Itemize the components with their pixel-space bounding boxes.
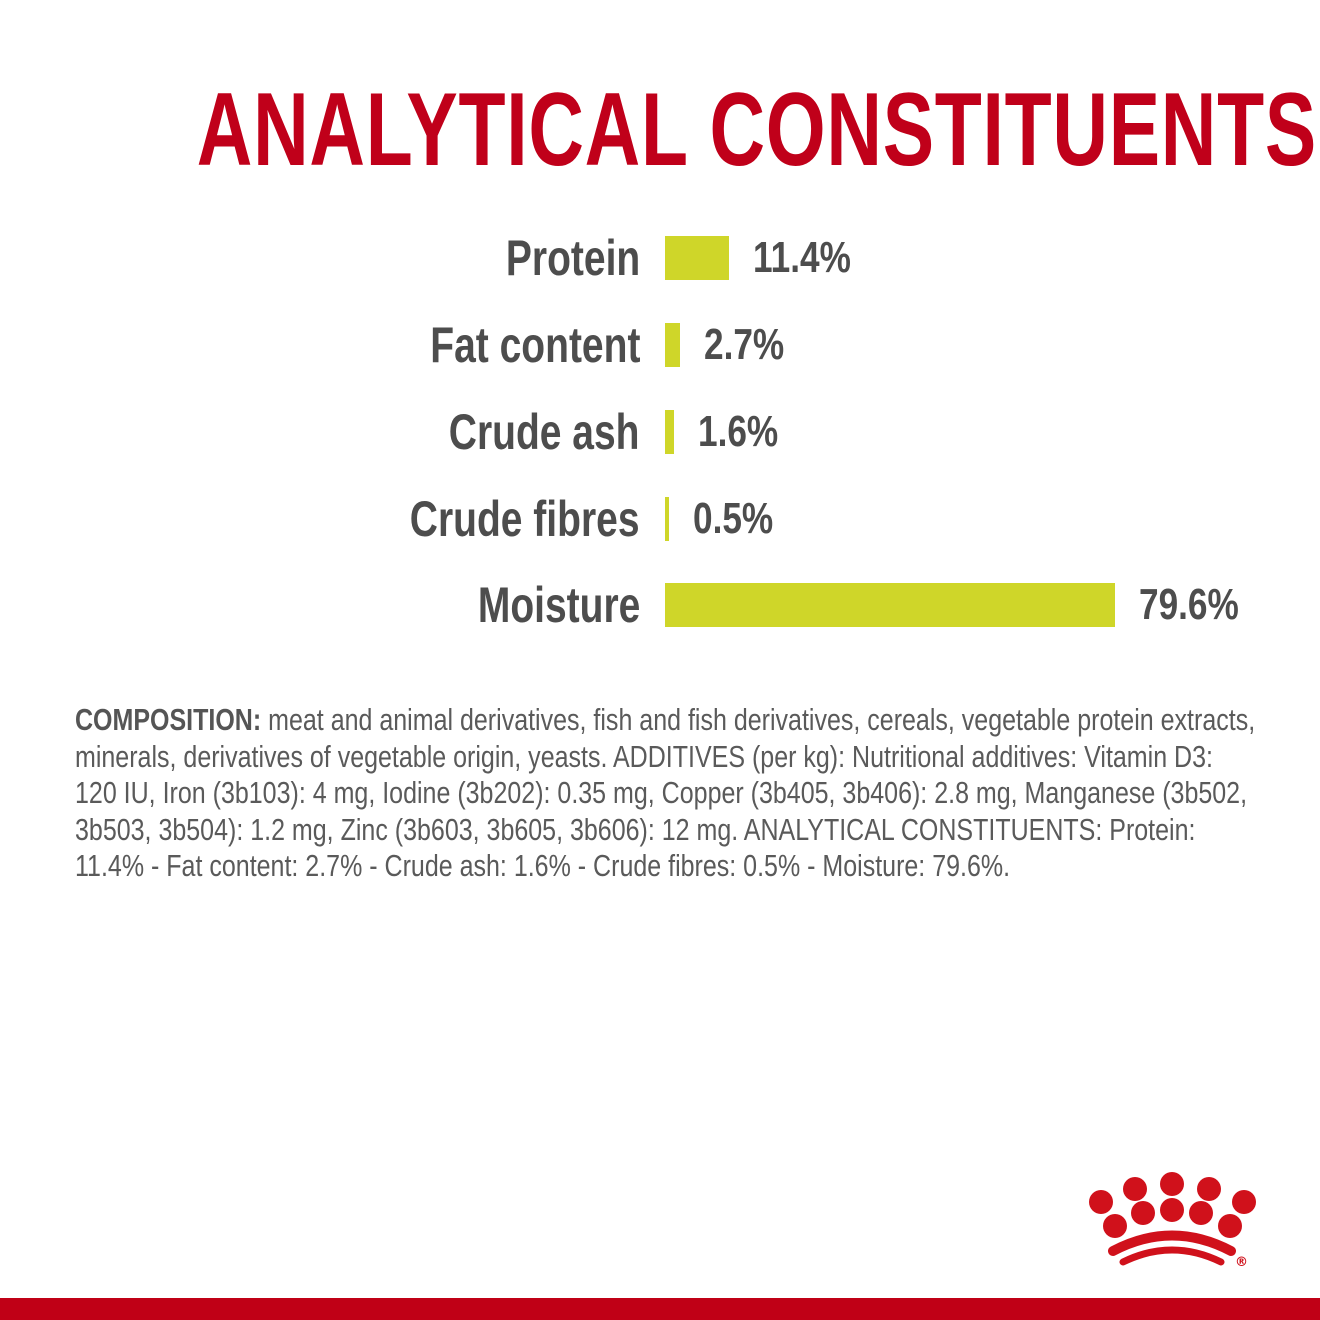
bottom-brand-stripe xyxy=(0,1298,1320,1320)
page-title: ANALYTICAL CONSTITUENTS xyxy=(0,78,1320,182)
value-bar xyxy=(665,323,680,367)
value-label: 11.4% xyxy=(753,233,851,282)
chart-row: Crude ash 1.6% xyxy=(0,404,1320,460)
title-text: ANALYTICAL CONSTITUENTS xyxy=(196,72,1317,188)
value-label: 79.6% xyxy=(1139,580,1239,629)
row-label: Protein xyxy=(505,230,640,286)
composition-text: meat and animal derivatives, fish and fi… xyxy=(75,703,1256,883)
row-label: Fat content xyxy=(429,317,640,373)
value-bar xyxy=(665,497,669,541)
chart-row: Crude fibres 0.5% xyxy=(0,491,1320,547)
composition-paragraph: COMPOSITION: meat and animal derivatives… xyxy=(75,702,1315,885)
row-label: Crude fibres xyxy=(410,491,640,547)
composition-heading: COMPOSITION: xyxy=(75,703,262,737)
value-bar xyxy=(665,236,729,280)
chart-row: Fat content 2.7% xyxy=(0,317,1320,373)
row-label: Moisture xyxy=(477,577,640,633)
chart-row: Protein 11.4% xyxy=(0,230,1320,286)
value-label: 1.6% xyxy=(698,407,779,456)
value-bar xyxy=(665,583,1115,627)
value-bar xyxy=(665,410,674,454)
row-label: Crude ash xyxy=(449,404,640,460)
chart-row: Moisture 79.6% xyxy=(0,577,1320,633)
value-label: 2.7% xyxy=(704,320,785,369)
value-label: 0.5% xyxy=(693,494,774,543)
registered-mark: ® xyxy=(1235,1255,1248,1268)
crown-logo-icon: ® xyxy=(1085,1168,1260,1270)
